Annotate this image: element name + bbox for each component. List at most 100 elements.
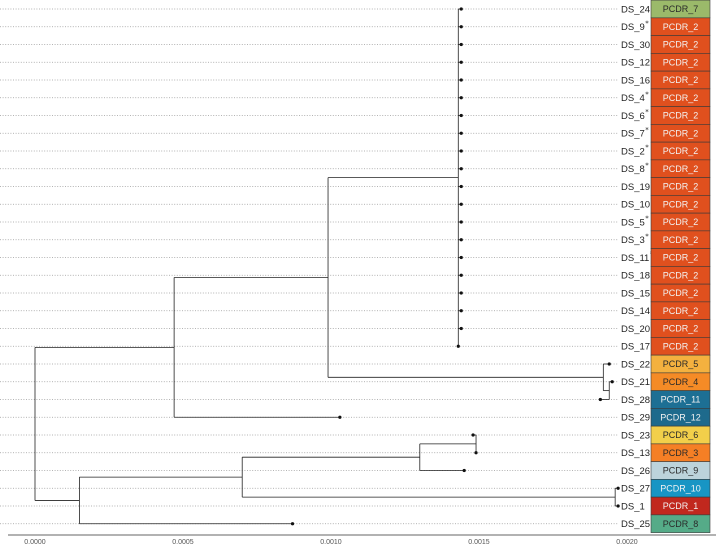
x-tick-label-4: 0.0015 [468, 539, 490, 545]
tip-16-marker [459, 273, 463, 277]
tip-6-star-marker: * [645, 90, 649, 98]
tip-16-label: DS_18 [621, 271, 650, 282]
tip-27-cluster-label: PCDR_9 [663, 466, 699, 476]
tip-27-label: DS_26 [621, 466, 650, 477]
tip-28-cluster-label: PCDR_10 [660, 483, 701, 493]
tip-markers [290, 7, 620, 526]
tip-29-marker [616, 504, 620, 508]
tip-19-label: DS_20 [621, 324, 650, 335]
tip-7-label: DS_6 [621, 111, 645, 122]
tip-18-label: DS_14 [621, 306, 650, 317]
tip-2-label: DS_9 [621, 22, 645, 33]
tree-branches [34, 8, 619, 525]
tip-12-cluster-label: PCDR_2 [663, 199, 699, 209]
tip-3-marker [459, 42, 463, 47]
tip-14-marker [459, 238, 463, 242]
tip-19-marker [459, 326, 463, 331]
tip-22-cluster-label: PCDR_4 [663, 377, 699, 387]
tip-5-cluster-label: PCDR_2 [663, 75, 699, 85]
tip-21-marker [607, 362, 611, 366]
tip-3-label: DS_30 [621, 40, 650, 51]
tip-8-star-marker: * [645, 126, 649, 134]
tip-30-cluster-box [650, 514, 711, 533]
tip-7-marker [459, 113, 463, 118]
tip-14-cluster-label: PCDR_2 [663, 235, 699, 245]
tip-24-marker [338, 415, 342, 419]
tip-30-marker [290, 522, 295, 526]
tip-29-cluster-label: PCDR_1 [663, 501, 699, 511]
tip-8-label: DS_7 [621, 129, 645, 140]
tip-24-cluster-label: PCDR_12 [660, 412, 701, 422]
tip-23-marker [598, 397, 602, 402]
tip-14-label: DS_3 [621, 235, 645, 246]
tip-6-marker [459, 96, 463, 100]
tip-guide-lines [0, 8, 618, 525]
tip-10-cluster-label: PCDR_2 [663, 164, 699, 174]
tip-30-label: DS_25 [621, 519, 650, 530]
tip-13-star-marker: * [645, 215, 649, 223]
tip-2-cluster-label: PCDR_2 [663, 22, 699, 32]
tip-7-cluster-label: PCDR_2 [663, 111, 699, 121]
x-tick-label-2: 0.0005 [172, 539, 194, 545]
tip-22-label: DS_21 [621, 377, 650, 388]
tip-20-marker [456, 344, 460, 348]
tip-25-label: DS_23 [621, 430, 650, 441]
tip-29-label: DS_1 [621, 501, 645, 512]
tip-5-label: DS_16 [621, 75, 650, 86]
tip-6-label: DS_4 [621, 93, 645, 104]
tip-17-marker [459, 291, 463, 295]
tip-4-marker [459, 60, 463, 64]
tip-12-marker [459, 202, 463, 206]
tip-25-marker [471, 433, 475, 437]
tip-9-cluster-label: PCDR_2 [663, 146, 699, 156]
tip-11-label: DS_19 [621, 182, 650, 193]
tip-15-cluster-label: PCDR_2 [663, 253, 699, 263]
tip-1-label: DS_24 [621, 4, 650, 15]
tip-10-marker [459, 167, 463, 171]
tip-23-label: DS_28 [621, 395, 650, 406]
tip-18-cluster-label: PCDR_2 [663, 306, 699, 316]
x-tick-label-1: 0.0000 [24, 539, 46, 545]
tip-12-label: DS_10 [621, 200, 650, 211]
tip-4-label: DS_12 [621, 58, 650, 69]
tip-15-marker [459, 255, 463, 260]
tip-26-cluster-label: PCDR_3 [663, 448, 699, 458]
tip-26-marker [474, 451, 478, 455]
tip-13-cluster-label: PCDR_2 [663, 217, 699, 227]
tip-28-label: DS_27 [621, 484, 650, 495]
tip-8-cluster-label: PCDR_2 [663, 128, 699, 138]
tip-13-marker [459, 220, 463, 224]
tip-2-star-marker: * [645, 19, 649, 27]
tip-27-marker [462, 468, 466, 473]
tip-25-cluster-label: PCDR_6 [663, 430, 699, 440]
tip-4-cluster-label: PCDR_2 [663, 57, 699, 67]
x-tick-label-5: 0.0020 [616, 539, 638, 545]
tip-15-label: DS_11 [621, 253, 649, 264]
tip-17-cluster-label: PCDR_2 [663, 288, 699, 298]
tip-9-marker [459, 149, 463, 153]
tip-21-cluster-label: PCDR_5 [663, 359, 699, 369]
tip-22-marker [610, 380, 614, 384]
tip-20-cluster-label: PCDR_2 [663, 341, 699, 351]
tip-18-marker [459, 309, 463, 313]
tip-11-marker [459, 184, 463, 189]
tip-3-cluster-label: PCDR_2 [663, 40, 699, 50]
tip-10-star-marker: * [645, 161, 649, 169]
tip-11-cluster-label: PCDR_2 [663, 182, 699, 192]
tip-20-label: DS_17 [621, 342, 650, 353]
tip-6-cluster-label: PCDR_2 [663, 93, 699, 103]
tip-13-label: DS_5 [621, 217, 645, 228]
tip-1-marker [459, 7, 463, 11]
tip-30-cluster-label: PCDR_8 [663, 519, 699, 529]
cluster-color-strip: PCDR_7 PCDR_2 PCDR_2 PCDR_2 PCDR_2 PCDR_2 PCDR… [650, 0, 711, 533]
tip-23-cluster-label: PCDR_11 [661, 395, 701, 405]
tip-labels: DS_24DS_9*DS_30*DS_12*DS_16*DS_4*DS_6*DS… [621, 4, 655, 530]
tip-26-label: DS_13 [621, 448, 650, 459]
x-tick-label-3: 0.0010 [320, 539, 342, 545]
tip-1-cluster-label: PCDR_7 [663, 4, 699, 14]
tip-5-marker [459, 78, 463, 82]
tip-28-marker [616, 486, 620, 490]
tip-16-cluster-label: PCDR_2 [663, 270, 699, 280]
tip-9-label: DS_2 [621, 146, 645, 157]
